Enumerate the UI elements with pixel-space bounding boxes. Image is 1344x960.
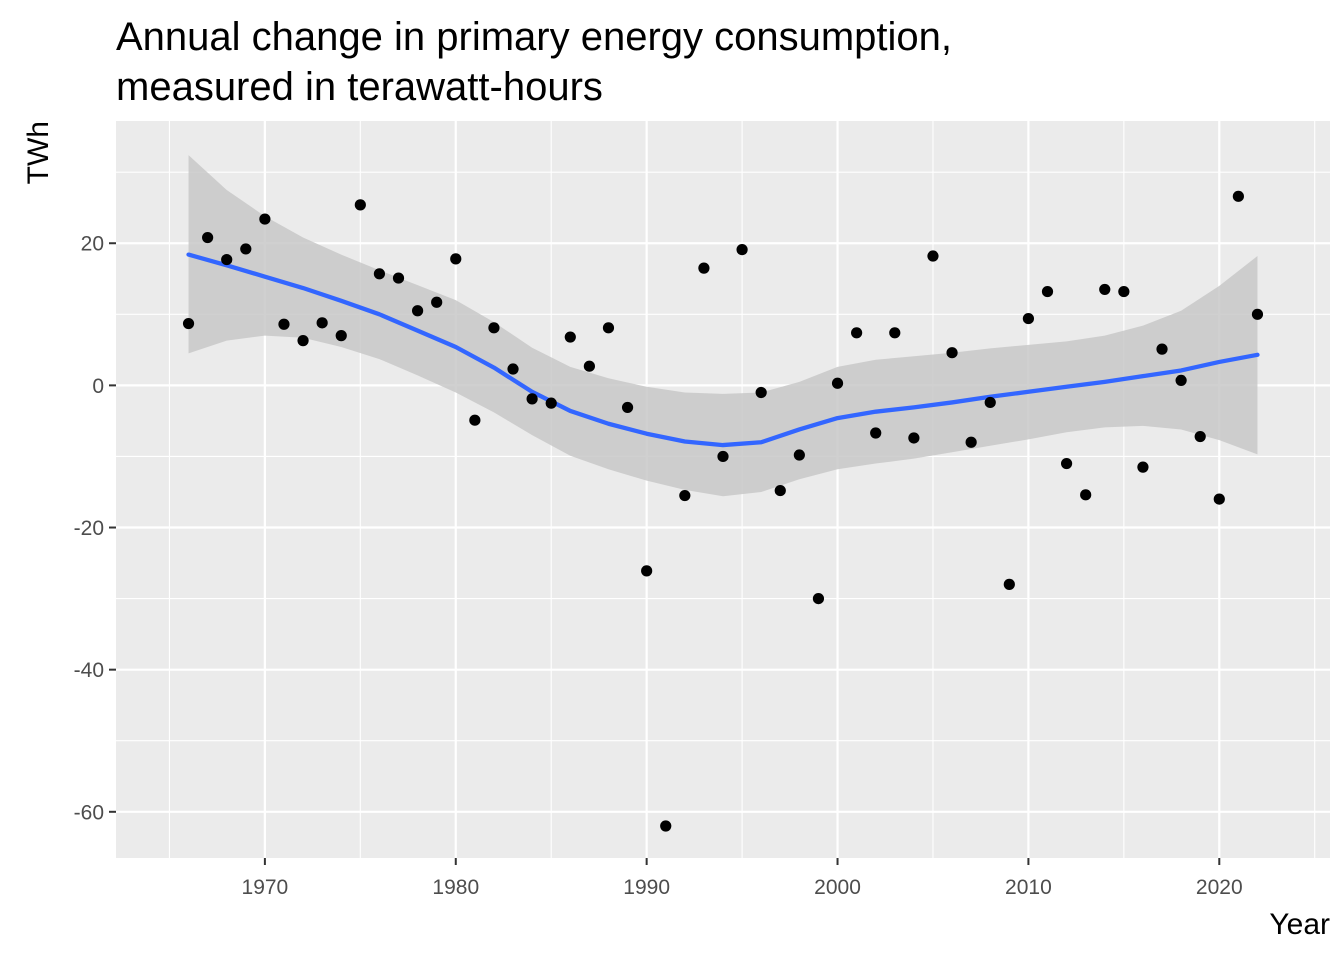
data-point <box>450 253 462 265</box>
data-point <box>1080 489 1092 501</box>
data-point <box>870 427 882 439</box>
data-point <box>984 396 996 409</box>
x-tick-label: 2020 <box>1196 876 1243 899</box>
data-point <box>564 331 576 343</box>
x-tick-label: 2010 <box>1005 876 1052 899</box>
data-point <box>641 565 653 577</box>
x-tick-label: 1970 <box>242 876 289 899</box>
data-point <box>1022 312 1035 325</box>
x-tick-label: 1980 <box>432 876 479 899</box>
data-point <box>545 397 557 409</box>
trend-line <box>186 252 1260 448</box>
data-point <box>660 820 672 832</box>
data-point <box>297 335 309 347</box>
x-axis-title: Year <box>1269 908 1330 941</box>
y-tick-label: 20 <box>81 233 104 256</box>
y-tick-label: -60 <box>74 801 104 824</box>
data-point <box>679 489 691 502</box>
data-point <box>698 262 710 274</box>
data-point <box>469 414 481 426</box>
data-point <box>621 401 634 414</box>
data-point <box>717 450 729 463</box>
data-point <box>392 272 405 284</box>
chart-title-line-1: Annual change in primary energy consumpt… <box>116 15 953 59</box>
trend-line-layer <box>186 252 1260 448</box>
chart-title: Annual change in primary energy consumpt… <box>116 12 952 112</box>
data-point <box>736 244 748 256</box>
data-point <box>1251 308 1264 320</box>
data-point <box>851 327 863 339</box>
data-point <box>1099 283 1111 296</box>
data-point <box>946 347 958 359</box>
data-point <box>431 296 443 308</box>
data-point <box>202 231 214 244</box>
data-point <box>793 449 805 461</box>
x-tick-label: 2000 <box>814 876 861 899</box>
data-point <box>373 268 386 280</box>
data-point <box>1118 285 1130 298</box>
data-point <box>908 432 920 444</box>
y-tick-label: -20 <box>74 517 104 540</box>
data-point <box>1137 461 1149 473</box>
y-tick-label: -40 <box>74 659 104 682</box>
data-point <box>812 592 825 605</box>
data-point <box>1060 457 1073 470</box>
x-axis-ticks: 1970 1980 1990 2000 2010 2020 <box>242 858 1243 899</box>
chart-title-line-2: measured in terawatt-hours <box>116 65 603 109</box>
data-point <box>411 305 424 317</box>
y-axis-ticks: -60 -40 -20 0 20 <box>74 233 116 824</box>
data-point <box>1003 578 1015 590</box>
data-point <box>221 253 233 266</box>
data-point <box>1156 343 1168 355</box>
x-tick-label: 1990 <box>623 876 670 899</box>
data-point <box>1232 190 1244 202</box>
data-point <box>1213 493 1225 505</box>
data-point <box>965 436 977 448</box>
data-point <box>488 322 500 334</box>
data-point <box>583 360 595 372</box>
data-point <box>774 484 786 497</box>
data-point <box>602 322 615 334</box>
data-point <box>316 317 328 329</box>
data-point <box>1194 430 1206 443</box>
data-point <box>507 363 519 375</box>
confidence-band-layer <box>188 155 1258 497</box>
data-point <box>889 327 901 339</box>
data-point <box>1175 374 1187 387</box>
y-tick-label: 0 <box>92 375 104 398</box>
data-point <box>182 317 195 330</box>
y-axis-title: TWh <box>22 121 55 184</box>
data-point <box>335 330 347 342</box>
confidence-band <box>188 155 1258 497</box>
data-point <box>755 386 767 399</box>
data-point <box>240 243 252 255</box>
data-point <box>831 377 844 389</box>
data-point <box>526 393 538 405</box>
data-point <box>927 250 939 262</box>
points-layer <box>182 190 1264 832</box>
data-point <box>1041 285 1054 298</box>
data-point <box>354 199 366 211</box>
grid-major <box>116 121 1330 858</box>
data-point <box>259 213 271 225</box>
data-point <box>278 318 290 330</box>
